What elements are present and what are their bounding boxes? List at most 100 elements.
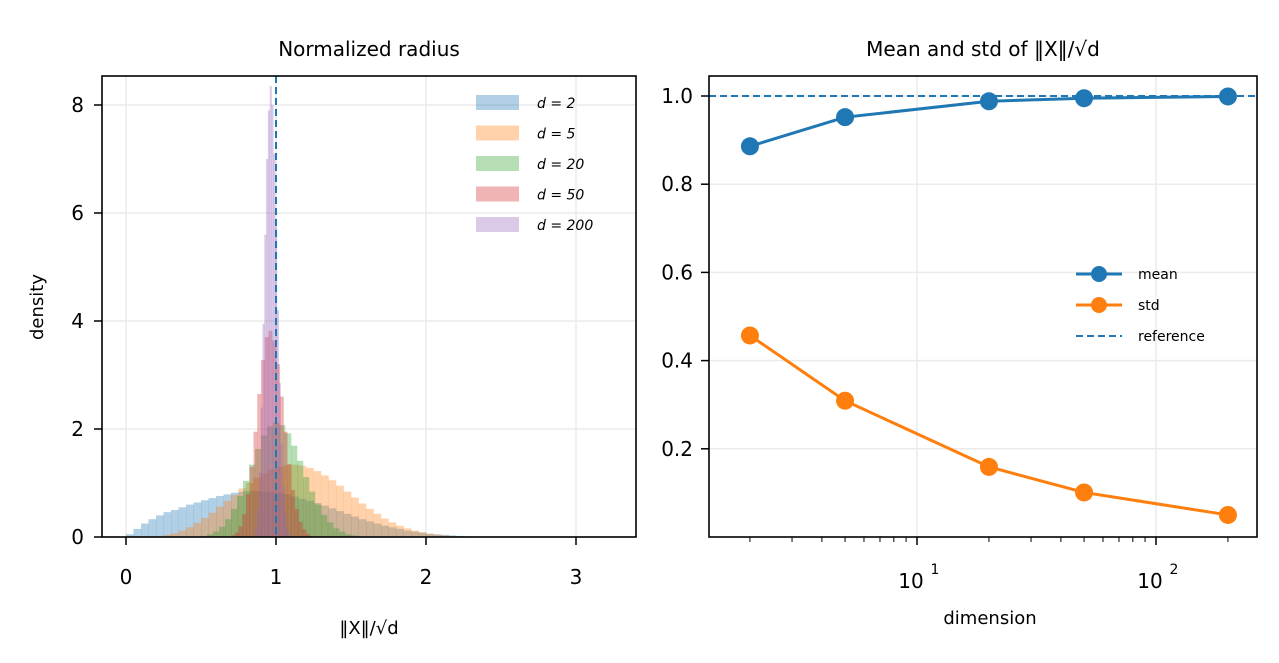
histogram-bar — [249, 464, 256, 537]
y-tick-label: 0.8 — [661, 172, 693, 196]
legend-label: d = 50 — [537, 188, 584, 204]
histogram-bar — [351, 535, 358, 537]
histogram-bar — [328, 480, 337, 537]
histogram-bar — [193, 522, 202, 537]
y-tick-label: 0 — [71, 525, 84, 549]
histogram-bar — [381, 518, 389, 537]
histogram-bar — [426, 533, 434, 537]
histogram-series-2 — [126, 491, 479, 537]
right-title: Mean and std of ‖X‖/√d — [866, 37, 1100, 61]
histogram-series-5 — [156, 464, 449, 537]
histogram-bar — [253, 534, 256, 537]
histogram-bar — [262, 323, 265, 537]
histogram-bar — [343, 513, 352, 537]
histogram-bar — [403, 528, 412, 537]
histogram-bar — [231, 535, 236, 537]
histogram-bar — [411, 530, 419, 537]
histogram-bar — [282, 486, 285, 537]
histogram-bar — [351, 497, 359, 537]
histogram-bar — [178, 507, 187, 537]
histogram-bar — [336, 511, 344, 537]
histogram-bar — [255, 448, 262, 537]
histogram-bar — [276, 493, 284, 537]
histogram-bar — [148, 519, 157, 537]
histogram-bar — [249, 466, 254, 537]
histogram-bar — [261, 473, 269, 537]
right-xlabel: dimension — [943, 608, 1036, 629]
y-tick-label: 1.0 — [661, 84, 693, 108]
histogram-bar — [287, 533, 290, 537]
y-tick-label: 4 — [71, 309, 84, 333]
histogram-bar — [156, 515, 164, 537]
histogram-bar — [321, 514, 328, 537]
histogram-bar — [225, 519, 232, 537]
histogram-bar — [315, 504, 322, 537]
histogram-bar — [253, 477, 262, 537]
right-series — [740, 87, 1237, 524]
histogram-bar — [366, 508, 374, 537]
y-tick-label: 0.6 — [661, 260, 693, 284]
legend-swatch — [476, 156, 519, 171]
histogram-bar — [388, 522, 397, 537]
histogram-bar — [366, 521, 374, 537]
histogram-bar — [297, 460, 304, 537]
histogram-bar — [351, 516, 359, 537]
histogram-bar — [396, 528, 404, 537]
histogram-bar — [253, 431, 258, 537]
histogram-bar — [234, 532, 239, 537]
legend-swatch — [476, 217, 519, 232]
histogram-bar — [418, 532, 427, 537]
mean-point — [1218, 87, 1237, 106]
histogram-bar — [279, 425, 286, 537]
std-point — [1075, 483, 1094, 502]
histogram-bar — [258, 472, 261, 537]
histogram-bar — [216, 495, 224, 537]
histogram-series-200 — [253, 86, 292, 538]
histogram-bar — [373, 523, 382, 537]
legend-label: d = 200 — [537, 218, 593, 234]
histogram-bar — [302, 529, 307, 537]
histogram-bar — [441, 535, 449, 537]
histogram-bar — [261, 435, 268, 537]
histogram-bar — [321, 505, 329, 537]
histogram-bar — [266, 159, 269, 537]
x-tick-exponent: 1 — [931, 562, 940, 578]
histogram-bar — [207, 534, 214, 537]
histogram-bar — [433, 534, 442, 537]
x-tick-label: 2 — [420, 565, 433, 589]
histogram-bar — [260, 407, 263, 537]
histogram-bar — [242, 514, 247, 537]
histogram-bar — [273, 422, 280, 537]
histogram-bar — [126, 534, 134, 537]
y-tick-label: 0.4 — [661, 349, 693, 373]
histogram-bar — [231, 508, 238, 537]
histogram-bar — [291, 445, 298, 537]
histogram-bar — [306, 500, 314, 537]
histogram-bar — [411, 531, 419, 537]
histogram-bar — [163, 534, 172, 537]
legend-label: d = 2 — [537, 96, 576, 112]
histogram-bar — [358, 519, 367, 537]
histogram-bar — [339, 531, 346, 537]
histogram-bar — [216, 506, 224, 537]
histogram-bars — [126, 86, 479, 538]
histogram-bar — [306, 533, 311, 537]
left-legend: d = 2 d = 5 d = 20 d = 50 d = 200 — [476, 95, 593, 234]
std-point — [740, 326, 759, 345]
legend-swatch — [476, 186, 519, 202]
legend-label: d = 5 — [537, 127, 576, 143]
histogram-bar — [285, 433, 292, 537]
histogram-bar — [280, 444, 283, 537]
histogram-bar — [313, 502, 322, 537]
histogram-bar — [257, 393, 262, 537]
legend-marker — [1091, 297, 1107, 313]
right-ticks: 10 1 10 2 0.2 0.4 0.6 0.8 1.0 — [661, 84, 1229, 593]
histogram-bar — [298, 465, 307, 537]
histogram-bar — [264, 337, 269, 537]
histogram-bar — [298, 498, 307, 537]
mean-point — [836, 108, 855, 127]
histogram-bar — [396, 525, 404, 537]
histogram-bar — [328, 508, 337, 537]
x-tick-label: 10 — [898, 569, 923, 593]
histogram-series-20 — [201, 422, 358, 537]
